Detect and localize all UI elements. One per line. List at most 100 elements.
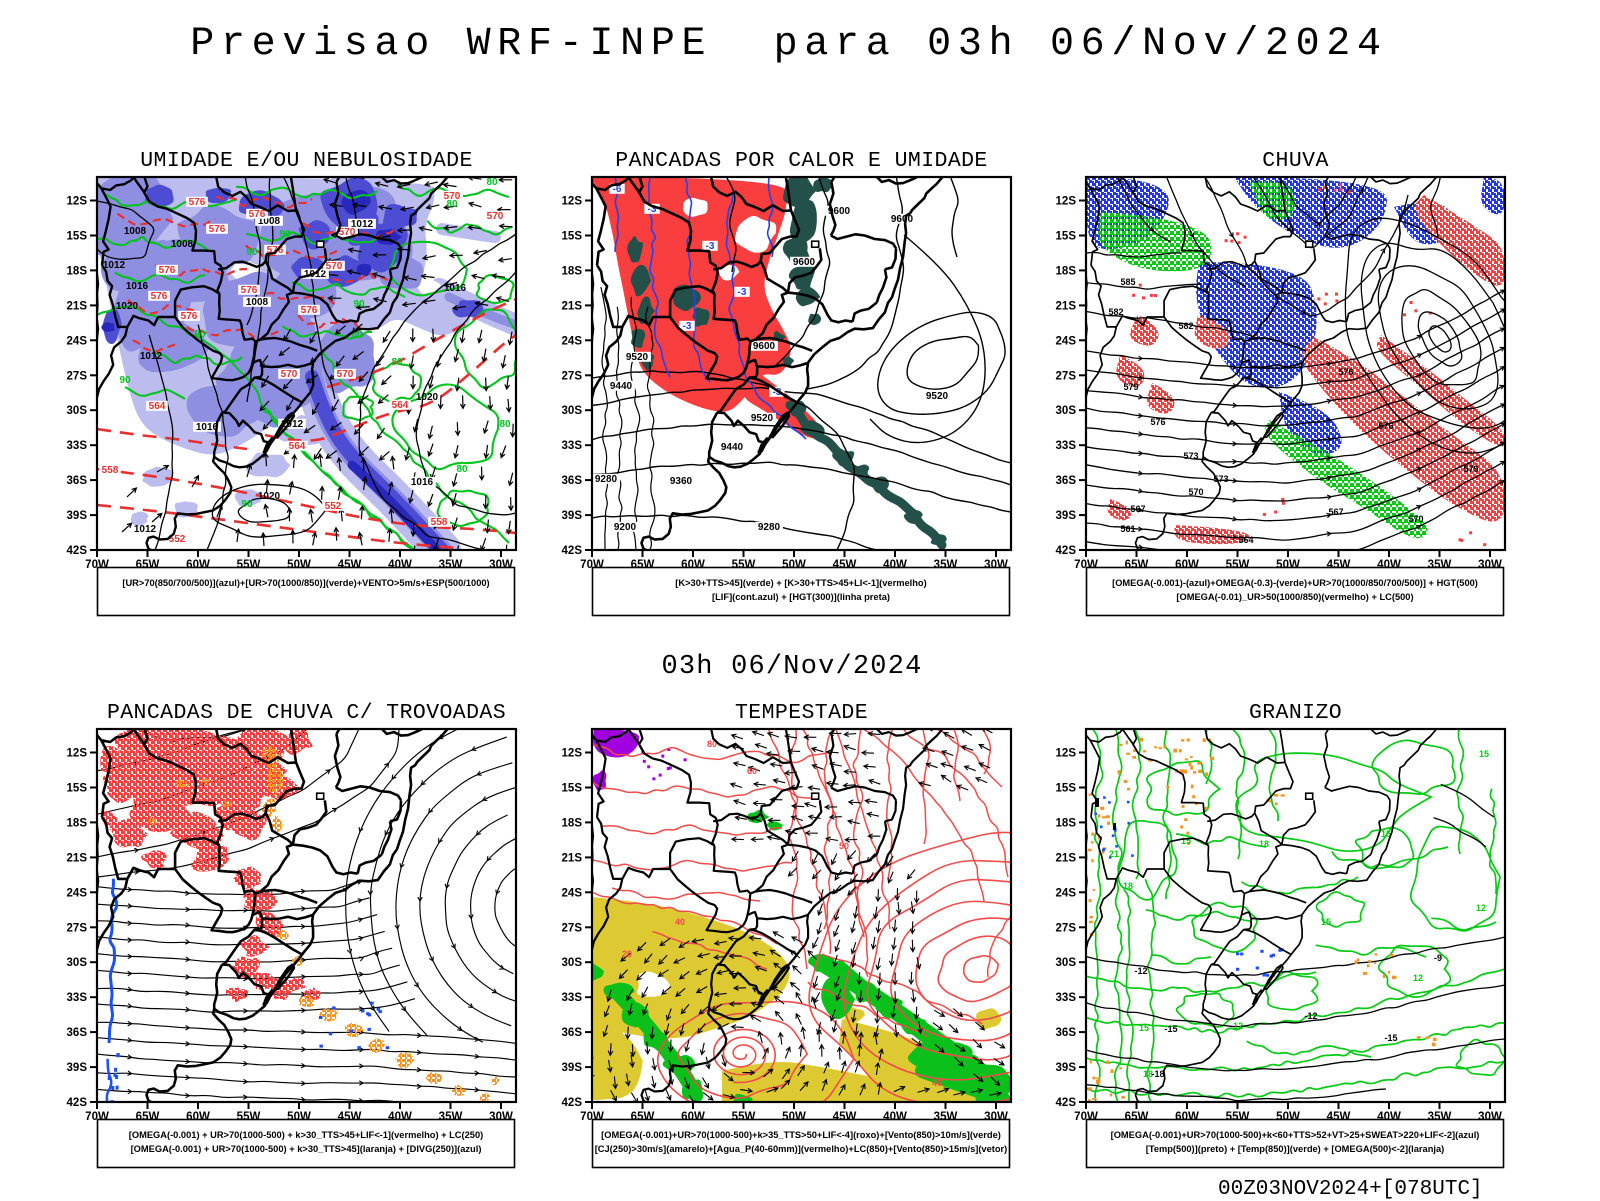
svg-text:576: 576 [301, 305, 318, 316]
svg-text:50W: 50W [287, 1111, 311, 1123]
svg-text:65W: 65W [631, 559, 655, 571]
svg-text:9600: 9600 [891, 214, 914, 225]
svg-text:18S: 18S [67, 817, 88, 829]
svg-text:582: 582 [1178, 321, 1193, 331]
svg-text:40W: 40W [883, 1111, 907, 1123]
svg-text:30W: 30W [1478, 559, 1502, 571]
svg-text:45W: 45W [338, 1111, 362, 1123]
svg-text:561: 561 [1120, 524, 1135, 534]
svg-text:18S: 18S [1056, 265, 1077, 277]
svg-text:60W: 60W [186, 1111, 210, 1123]
svg-text:50W: 50W [1276, 559, 1300, 571]
svg-text:576: 576 [209, 224, 226, 235]
svg-text:42S: 42S [1056, 1097, 1077, 1109]
svg-text:-12: -12 [1304, 1011, 1317, 1021]
svg-text:50W: 50W [1276, 1111, 1300, 1123]
svg-text:9200: 9200 [614, 522, 637, 533]
svg-text:60W: 60W [1175, 1111, 1199, 1123]
svg-text:18S: 18S [562, 265, 583, 277]
svg-text:27S: 27S [562, 370, 583, 382]
svg-text:[UR>70(850/700/500)](azul)+[UR: [UR>70(850/700/500)](azul)+[UR>70(1000/8… [122, 578, 489, 588]
svg-text:9280: 9280 [595, 474, 618, 485]
svg-text:552: 552 [169, 534, 186, 545]
svg-text:15: 15 [1381, 829, 1391, 839]
svg-text:CHUVA: CHUVA [1262, 149, 1329, 173]
svg-text:36S: 36S [67, 1027, 88, 1039]
svg-text:552: 552 [325, 501, 342, 512]
svg-text:18S: 18S [67, 265, 88, 277]
svg-text:570: 570 [326, 261, 343, 272]
svg-text:35W: 35W [934, 1111, 958, 1123]
svg-text:21S: 21S [67, 852, 88, 864]
svg-text:30S: 30S [1056, 405, 1077, 417]
svg-text:-3: -3 [738, 287, 747, 298]
svg-text:21S: 21S [1056, 852, 1077, 864]
svg-text:42S: 42S [562, 1097, 583, 1109]
svg-text:33S: 33S [1056, 440, 1077, 452]
svg-text:90: 90 [119, 375, 131, 386]
svg-text:12S: 12S [67, 748, 88, 760]
svg-text:50W: 50W [287, 559, 311, 571]
svg-text:1012: 1012 [281, 419, 304, 430]
svg-text:18S: 18S [562, 817, 583, 829]
svg-text:42S: 42S [67, 1097, 88, 1109]
svg-text:55W: 55W [732, 559, 756, 571]
svg-text:1012: 1012 [140, 351, 163, 362]
svg-text:24S: 24S [67, 887, 88, 899]
svg-text:12: 12 [1476, 903, 1486, 913]
svg-text:[K>30+TTS>45](verde) + [K>30+T: [K>30+TTS>45](verde) + [K>30+TTS>45+LI<-… [675, 578, 926, 588]
svg-text:1012: 1012 [134, 524, 157, 535]
svg-text:60W: 60W [186, 559, 210, 571]
svg-text:9360: 9360 [670, 476, 693, 487]
svg-text:39S: 39S [1056, 1062, 1077, 1074]
svg-text:570: 570 [444, 191, 461, 202]
svg-text:576: 576 [151, 291, 168, 302]
svg-text:80: 80 [486, 177, 498, 188]
svg-text:27S: 27S [1056, 922, 1077, 934]
svg-text:[OMEGA(-0.001) + UR>70(1000-50: [OMEGA(-0.001) + UR>70(1000-500) + k>30_… [131, 1144, 482, 1154]
svg-text:33S: 33S [1056, 992, 1077, 1004]
svg-text:36S: 36S [67, 475, 88, 487]
svg-text:-15: -15 [1384, 1033, 1397, 1043]
svg-text:1016: 1016 [196, 422, 219, 433]
svg-text:36S: 36S [562, 1027, 583, 1039]
svg-text:39S: 39S [67, 510, 88, 522]
svg-text:33S: 33S [562, 992, 583, 1004]
svg-text:21S: 21S [562, 852, 583, 864]
svg-text:30W: 30W [489, 1111, 513, 1123]
svg-text:36S: 36S [1056, 475, 1077, 487]
svg-text:18: 18 [1259, 839, 1269, 849]
svg-text:9600: 9600 [828, 206, 851, 217]
svg-text:35W: 35W [1428, 559, 1452, 571]
svg-text:50: 50 [839, 841, 849, 851]
svg-text:9600: 9600 [793, 257, 816, 268]
svg-text:564: 564 [1238, 535, 1253, 545]
svg-text:55W: 55W [237, 1111, 261, 1123]
svg-text:[LIF](cont.azul) + [HGT(300)](: [LIF](cont.azul) + [HGT(300)](linha pret… [712, 592, 890, 602]
svg-text:558: 558 [102, 465, 119, 476]
svg-text:35W: 35W [1428, 1111, 1452, 1123]
svg-text:21S: 21S [562, 300, 583, 312]
svg-text:20: 20 [622, 949, 632, 959]
svg-text:40W: 40W [388, 1111, 412, 1123]
svg-text:45W: 45W [1327, 559, 1351, 571]
svg-text:-18: -18 [1151, 1069, 1164, 1079]
svg-text:30S: 30S [562, 957, 583, 969]
svg-text:1008: 1008 [258, 216, 281, 227]
svg-text:UMIDADE E/OU NEBULOSIDADE: UMIDADE E/OU NEBULOSIDADE [140, 149, 473, 173]
svg-text:576: 576 [181, 311, 198, 322]
svg-text:30S: 30S [67, 405, 88, 417]
svg-text:39S: 39S [1056, 510, 1077, 522]
svg-text:-15: -15 [1164, 1024, 1177, 1034]
svg-text:35W: 35W [439, 559, 463, 571]
svg-text:9520: 9520 [751, 413, 774, 424]
svg-text:558: 558 [431, 517, 448, 528]
svg-text:50W: 50W [782, 559, 806, 571]
svg-text:60W: 60W [681, 559, 705, 571]
svg-text:576: 576 [1378, 421, 1393, 431]
svg-text:-3: -3 [773, 387, 782, 398]
svg-text:80: 80 [351, 329, 363, 340]
svg-text:-3: -3 [648, 204, 657, 215]
svg-text:65W: 65W [136, 559, 160, 571]
svg-text:-3: -3 [706, 241, 715, 252]
